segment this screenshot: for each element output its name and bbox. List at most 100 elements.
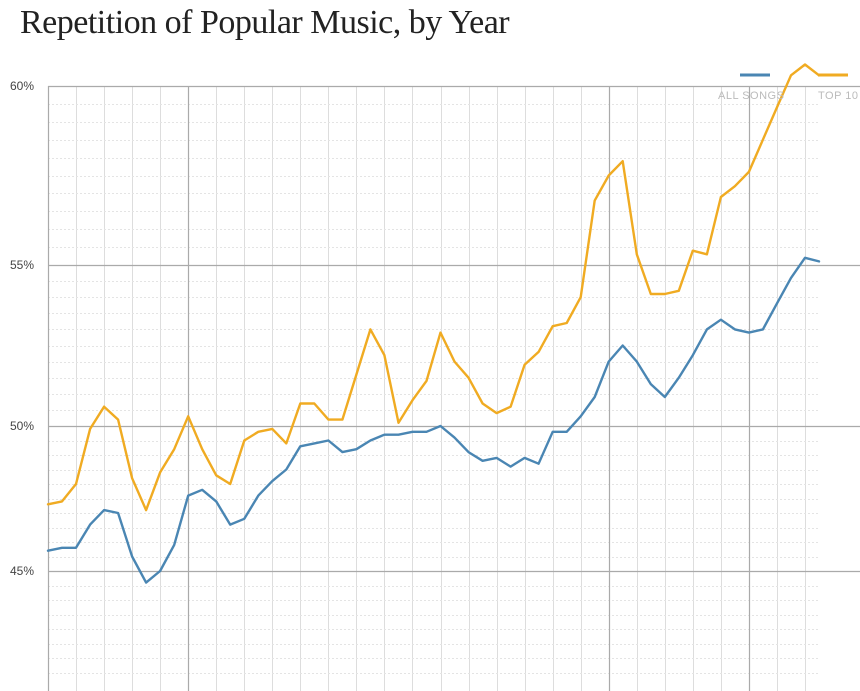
data-point	[537, 463, 539, 465]
data-point	[131, 477, 133, 479]
data-point	[495, 412, 497, 414]
data-point	[383, 434, 385, 436]
data-point	[159, 570, 161, 572]
data-point	[369, 439, 371, 441]
data-point	[804, 63, 806, 65]
data-point	[425, 431, 427, 433]
data-point	[636, 253, 638, 255]
data-point	[89, 523, 91, 525]
data-point	[285, 468, 287, 470]
data-point	[734, 328, 736, 330]
data-point	[748, 331, 750, 333]
data-point	[594, 396, 596, 398]
data-point	[47, 503, 49, 505]
data-point	[762, 139, 764, 141]
data-point	[313, 442, 315, 444]
y-tick-label: 55%	[10, 258, 34, 272]
data-point	[706, 328, 708, 330]
data-point	[397, 434, 399, 436]
data-point	[103, 509, 105, 511]
data-point	[103, 406, 105, 408]
data-point	[89, 428, 91, 430]
data-point	[720, 196, 722, 198]
data-point	[425, 380, 427, 382]
data-point	[243, 439, 245, 441]
data-point	[608, 360, 610, 362]
data-point	[75, 483, 77, 485]
data-point	[47, 550, 49, 552]
data-point	[271, 480, 273, 482]
data-point	[187, 494, 189, 496]
data-point	[552, 431, 554, 433]
data-point	[762, 328, 764, 330]
data-point	[411, 431, 413, 433]
data-point	[131, 555, 133, 557]
data-point	[481, 460, 483, 462]
series-lines	[46, 63, 821, 584]
data-point	[622, 160, 624, 162]
data-point	[187, 415, 189, 417]
data-point	[453, 436, 455, 438]
data-point	[271, 428, 273, 430]
data-point	[509, 406, 511, 408]
data-point	[243, 518, 245, 520]
data-point	[411, 399, 413, 401]
data-point	[692, 354, 694, 356]
data-point	[117, 512, 119, 514]
data-point	[327, 439, 329, 441]
data-point	[566, 322, 568, 324]
chart-title: Repetition of Popular Music, by Year	[20, 4, 510, 41]
data-point	[313, 402, 315, 404]
data-point	[355, 373, 357, 375]
data-point	[341, 451, 343, 453]
y-tick-label: 45%	[10, 564, 34, 578]
data-point	[790, 74, 792, 76]
legend-label: TOP 10	[818, 90, 859, 102]
data-point	[622, 344, 624, 346]
data-point	[748, 171, 750, 173]
data-point	[285, 442, 287, 444]
data-point	[117, 418, 119, 420]
data-point	[299, 402, 301, 404]
series-line-top-10	[46, 63, 821, 512]
y-tick-label: 50%	[10, 419, 34, 433]
data-point	[776, 106, 778, 108]
data-point	[145, 581, 147, 583]
data-point	[523, 364, 525, 366]
major-gridlines	[47, 85, 860, 691]
data-point	[229, 523, 231, 525]
data-point	[636, 360, 638, 362]
data-point	[776, 302, 778, 304]
data-point	[678, 290, 680, 292]
data-point	[215, 474, 217, 476]
data-point	[650, 383, 652, 385]
data-point	[495, 457, 497, 459]
data-point	[664, 293, 666, 295]
data-point	[341, 418, 343, 420]
data-point	[439, 425, 441, 427]
data-point	[327, 418, 329, 420]
data-point	[145, 509, 147, 511]
data-point	[467, 377, 469, 379]
data-point	[664, 396, 666, 398]
data-point	[299, 445, 301, 447]
data-point	[201, 489, 203, 491]
data-point	[397, 422, 399, 424]
data-point	[383, 354, 385, 356]
data-point	[678, 377, 680, 379]
data-point	[369, 328, 371, 330]
data-point	[159, 471, 161, 473]
data-point	[537, 351, 539, 353]
data-point	[734, 185, 736, 187]
legend: ALL SONGS TOP 10	[718, 73, 859, 102]
data-point	[257, 494, 259, 496]
data-point	[650, 293, 652, 295]
data-point	[790, 277, 792, 279]
data-point	[229, 483, 231, 485]
data-point	[580, 415, 582, 417]
y-tick-label: 60%	[10, 79, 34, 93]
data-point	[594, 199, 596, 201]
data-point	[201, 448, 203, 450]
legend-label: ALL SONGS	[718, 90, 784, 102]
data-point	[355, 448, 357, 450]
